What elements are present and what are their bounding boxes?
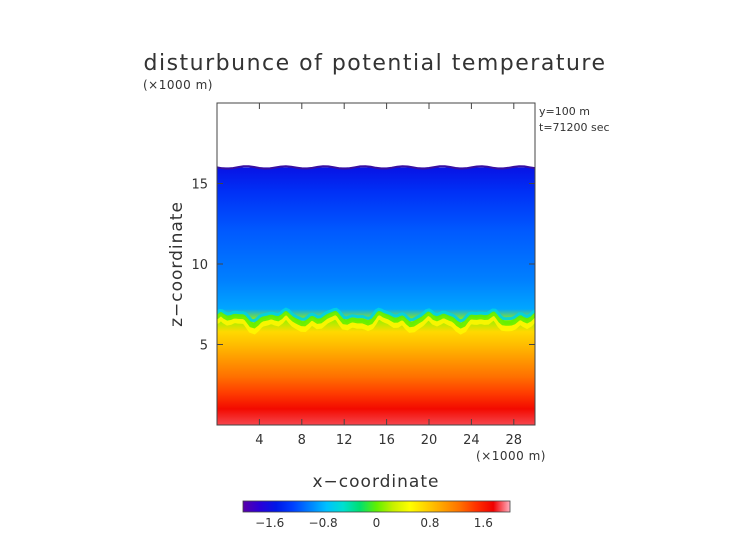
x-tick-label: 8 <box>298 433 306 448</box>
field-top-boundary <box>217 165 535 170</box>
y-tick-label: 5 <box>200 339 208 354</box>
y-tick-label: 10 <box>191 258 208 273</box>
x-tick-label: 24 <box>463 433 480 448</box>
chart-title: disturbunce of potential temperature <box>144 51 607 76</box>
x-axis-unit-label: (×1000 m) <box>476 449 546 463</box>
x-tick-label: 16 <box>378 433 395 448</box>
plot-area <box>216 102 536 426</box>
y-axis-label: z−coordinate <box>167 201 187 327</box>
colorbar-gradient <box>242 500 511 513</box>
colorbar-tick-label: −0.8 <box>309 516 338 530</box>
colorbar-ticks: −1.6 −0.8 0 0.8 1.6 <box>255 516 493 530</box>
info-time: t=71200 sec <box>539 121 610 134</box>
y-axis-ticks: 5 10 15 <box>191 178 535 354</box>
temperature-field <box>217 167 535 425</box>
y-axis-unit-label: (×1000 m) <box>143 78 213 92</box>
x-tick-label: 28 <box>506 433 523 448</box>
x-axis-label: x−coordinate <box>313 472 440 492</box>
x-tick-label: 4 <box>255 433 263 448</box>
colorbar-tick-label: 1.6 <box>474 516 493 530</box>
colorbar: −1.6 −0.8 0 0.8 1.6 <box>242 500 511 530</box>
colorbar-tick-label: 0.8 <box>420 516 439 530</box>
colorbar-tick-label: −1.6 <box>255 516 284 530</box>
inversion-band-upper <box>217 307 535 323</box>
x-axis-ticks: 4 8 12 16 20 24 28 <box>255 103 522 448</box>
inversion-band-mid <box>217 309 535 329</box>
x-tick-label: 20 <box>421 433 438 448</box>
x-tick-label: 12 <box>336 433 353 448</box>
colorbar-tick-label: 0 <box>373 516 381 530</box>
y-tick-label: 15 <box>191 178 208 193</box>
info-y-level: y=100 m <box>539 105 590 118</box>
